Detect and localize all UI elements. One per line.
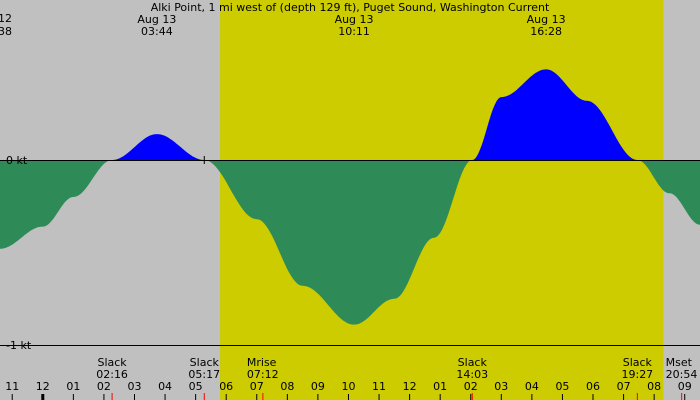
top-left-fragment-line2: 38 <box>0 25 12 38</box>
hour-tick-label: 08 <box>280 380 294 393</box>
max-event-time: 03:44 <box>141 25 173 38</box>
event-time: 02:16 <box>96 368 128 381</box>
hour-tick-label: 05 <box>189 380 203 393</box>
event-name: Mrise <box>247 356 277 369</box>
hour-tick-label: 11 <box>372 380 386 393</box>
event-time: 05:17 <box>188 368 220 381</box>
y-tick-label: -1 kt <box>6 339 32 352</box>
max-event-time: 16:28 <box>530 25 562 38</box>
event-name: Slack <box>458 356 488 369</box>
max-event-date: Aug 13 <box>335 13 374 26</box>
hour-tick-label: 12 <box>36 380 50 393</box>
hour-tick-label: 09 <box>311 380 325 393</box>
max-event-time: 10:11 <box>338 25 370 38</box>
event-time: 14:03 <box>456 368 488 381</box>
hour-tick-label: 07 <box>617 380 631 393</box>
hour-tick-label: 09 <box>678 380 692 393</box>
hour-tick-label: 04 <box>158 380 172 393</box>
hour-tick-label: 03 <box>494 380 508 393</box>
hour-tick-label: 06 <box>219 380 233 393</box>
top-left-fragment-line1: 12 <box>0 12 12 25</box>
event-time: 19:27 <box>621 368 653 381</box>
hour-tick-label: 04 <box>525 380 539 393</box>
hour-tick-label: 06 <box>586 380 600 393</box>
event-name: Slack <box>190 356 220 369</box>
max-event-date: Aug 13 <box>527 13 566 26</box>
y-tick-label: 0 kt <box>6 154 28 167</box>
hour-tick-label: 02 <box>464 380 478 393</box>
hour-tick-label: 01 <box>66 380 80 393</box>
event-name: Slack <box>623 356 653 369</box>
event-time: 20:54 <box>666 368 698 381</box>
hour-tick-label: 05 <box>555 380 569 393</box>
chart-title: Alki Point, 1 mi west of (depth 129 ft),… <box>151 1 550 14</box>
hour-tick-label: 12 <box>403 380 417 393</box>
hour-tick-label: 10 <box>341 380 355 393</box>
ebb-current-area <box>0 160 113 249</box>
hour-tick-label: 11 <box>5 380 19 393</box>
event-name: Mset <box>666 356 693 369</box>
flood-current-area <box>472 69 638 160</box>
event-name: Slack <box>97 356 127 369</box>
hour-tick-label: 02 <box>97 380 111 393</box>
flood-current-area <box>112 134 205 160</box>
ebb-current-area <box>204 160 473 325</box>
hour-tick-label: 07 <box>250 380 264 393</box>
hour-tick-label: 01 <box>433 380 447 393</box>
max-event-date: Aug 13 <box>137 13 176 26</box>
event-time: 07:12 <box>247 368 279 381</box>
hour-tick-label: 03 <box>127 380 141 393</box>
ebb-current-area <box>637 160 700 225</box>
hour-tick-label: 08 <box>647 380 661 393</box>
